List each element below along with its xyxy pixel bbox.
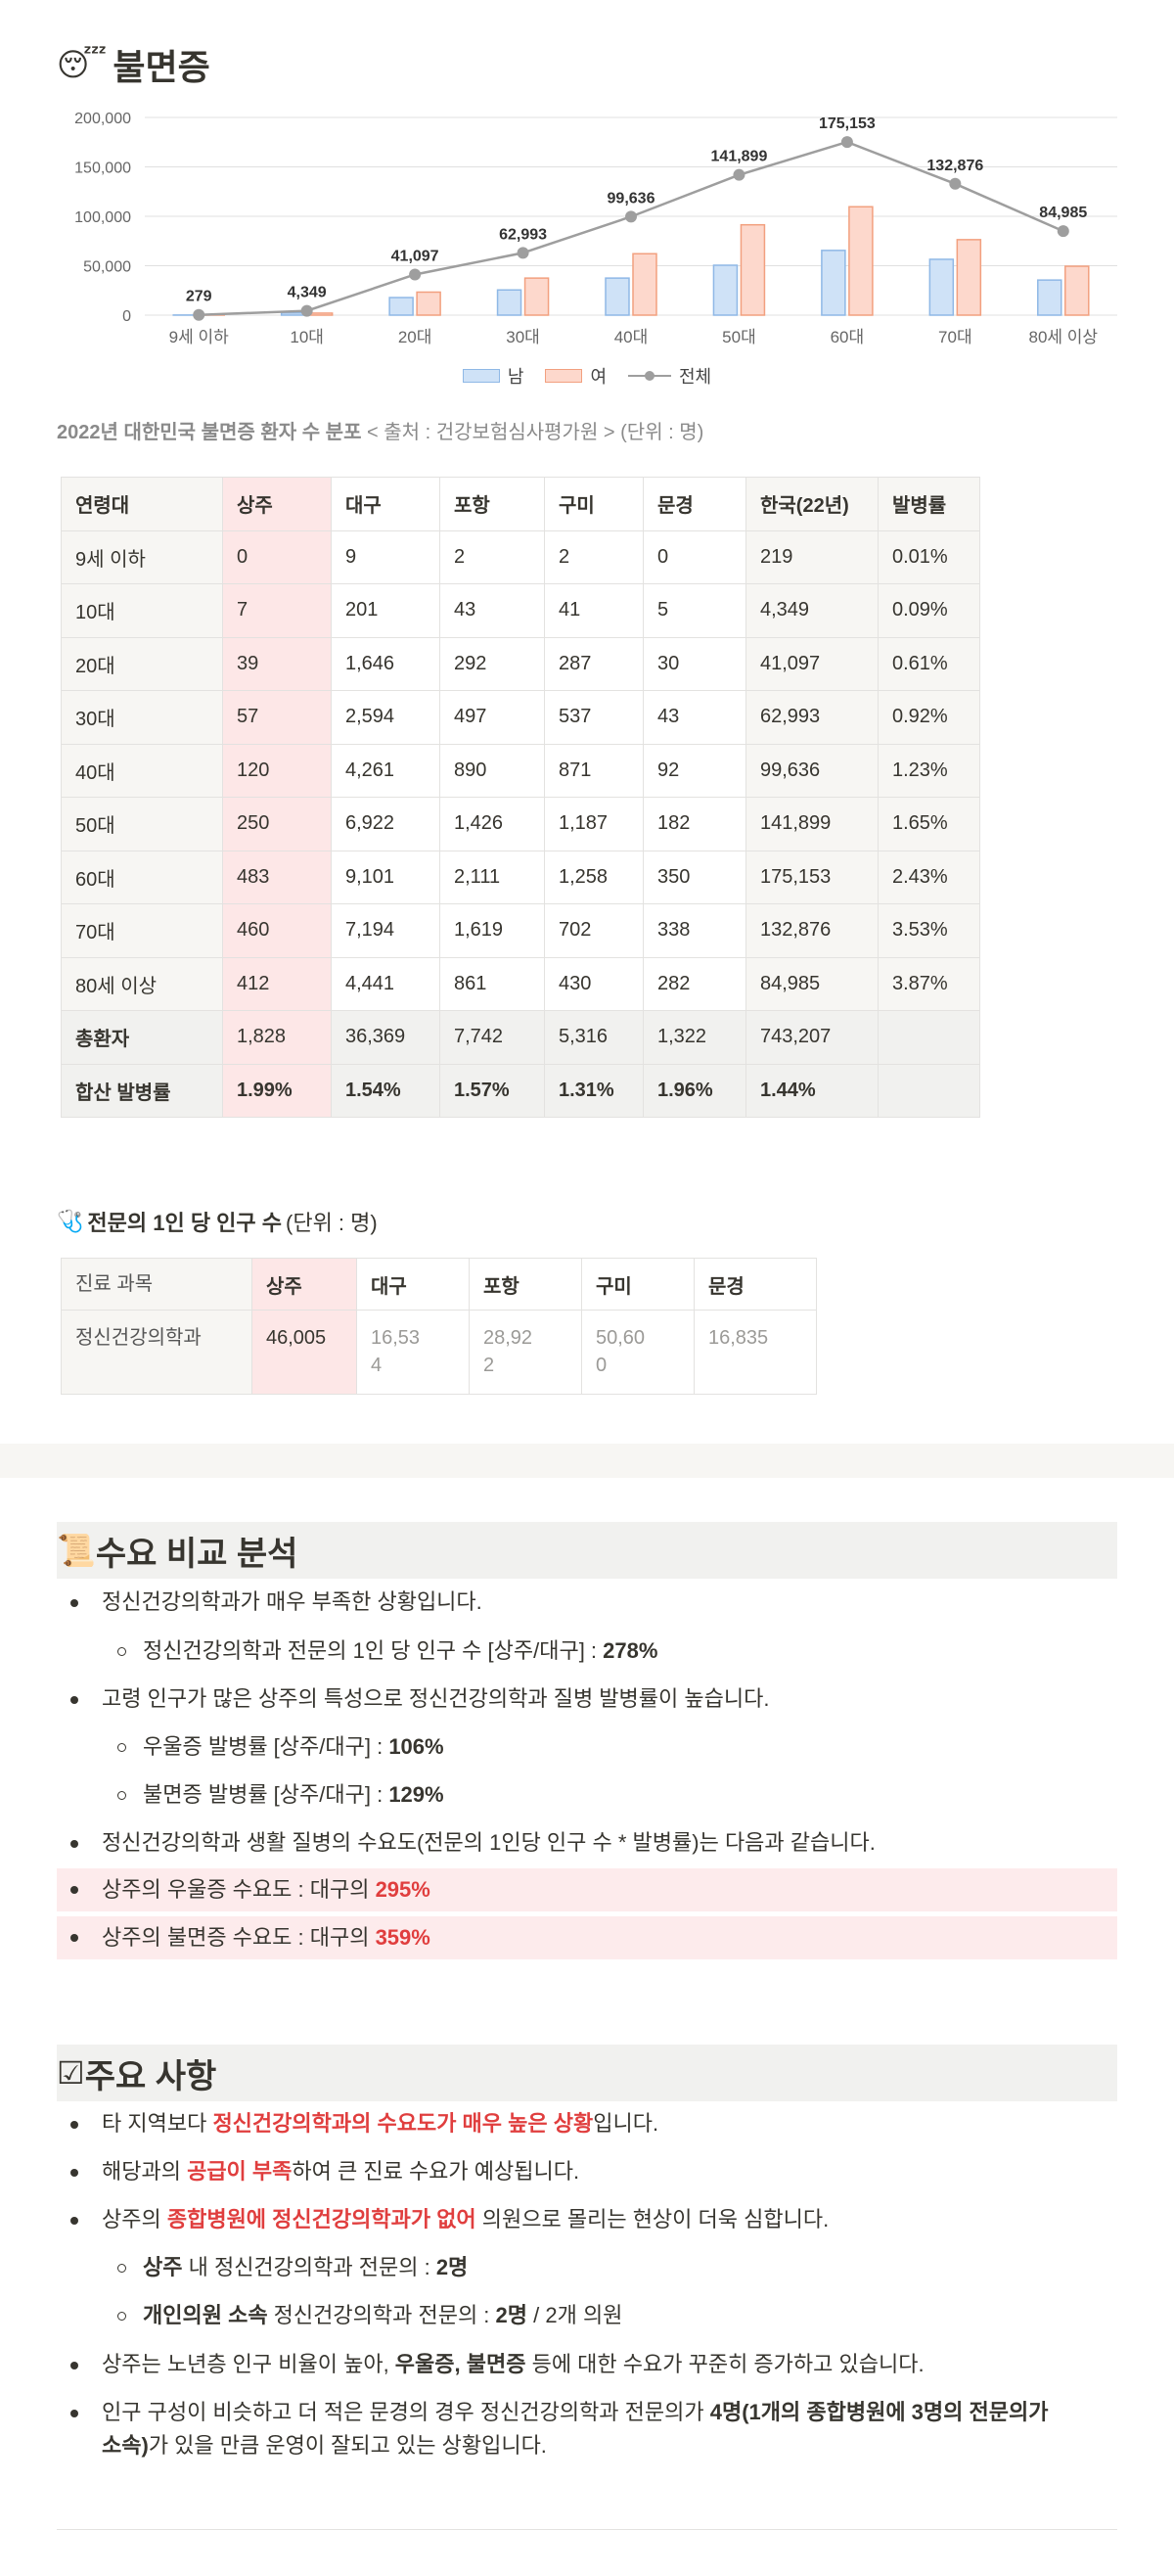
highlight-item-insomnia: 상주의 불면증 수요도 : 대구의 359%: [57, 1916, 1117, 1959]
sleeping-face-icon: 😴: [57, 46, 108, 83]
point-total: [193, 308, 205, 321]
insomnia-title: 불면증: [113, 47, 210, 87]
x-tick-label: 50대: [722, 328, 756, 346]
bar-male: [712, 264, 739, 316]
chart-legend: 남 여 전체: [0, 363, 1174, 389]
table-rate-row: 합산 발병률 1.99% 1.54% 1.57% 1.31% 1.96% 1.44%: [61, 1063, 980, 1118]
data-label-total: 132,876: [926, 158, 983, 174]
list-item: 정신건강의학과 생활 질병의 수요도(전문의 1인당 인구 수 * 발병률)는 …: [57, 1826, 1117, 1860]
bar-female: [416, 291, 441, 316]
list-item: 타 지역보다 정신건강의학과의 수요도가 매우 높은 상황입니다.: [57, 2107, 1117, 2140]
x-tick-label: 10대: [290, 328, 324, 346]
list-item: 정신건강의학과가 매우 부족한 상황입니다.: [57, 1586, 1117, 1619]
bar-male: [388, 297, 414, 316]
bar-male: [496, 289, 522, 316]
data-label-total: 99,636: [608, 190, 655, 207]
bar-male: [280, 311, 306, 316]
list-item: 고령 인구가 많은 상주의 특성으로 정신건강의학과 질병 발병률이 높습니다.: [57, 1682, 1117, 1716]
table-row: 70대 460 7,194 1,619 702 338 132,876 3.53%: [61, 903, 980, 958]
list-item: 인구 구성이 비슷하고 더 적은 문경의 경우 정신건강의학과 전문의가 4명(…: [57, 2396, 1117, 2462]
legend-female-swatch: [545, 369, 583, 383]
insomnia-section-header: 😴 불면증: [57, 39, 1117, 90]
bar-female: [632, 253, 657, 316]
table-row: 9세 이하 0 9 2 2 0 219 0.01%: [61, 529, 980, 584]
point-total: [409, 268, 422, 281]
table-header-row: 진료 과목 상주 대구 포항 구미 문경: [61, 1258, 817, 1311]
list-item: 우울증 발병률 [상주/대구] : 106%: [57, 1730, 1117, 1764]
list-item: 해당과의 공급이 부족하여 큰 진료 수요가 예상됩니다.: [57, 2155, 1117, 2188]
demand-analysis-header: 📜 수요 비교 분석: [57, 1522, 1117, 1579]
list-item: 상주 내 정신건강의학과 전문의 : 2명: [57, 2251, 1117, 2284]
table-row: 10대 7 201 43 41 5 4,349 0.09%: [61, 583, 980, 638]
point-total: [733, 168, 745, 181]
bar-male: [1037, 279, 1062, 316]
checkbox-icon: ☑: [57, 2054, 85, 2092]
y-tick-label: 50,000: [83, 259, 131, 276]
specialist-section-header: 🩺 전문의 1인 당 인구 수 (단위 : 명): [57, 1209, 378, 1236]
point-total: [1057, 225, 1069, 238]
table-row: 50대 250 6,922 1,426 1,187 182 141,899 1.65%: [61, 797, 980, 851]
data-label-total: 141,899: [711, 149, 768, 165]
bar-female: [523, 277, 550, 316]
x-tick-label: 40대: [614, 328, 649, 346]
list-item: 개인의원 소속 정신건강의학과 전문의 : 2명 / 2개 의원: [57, 2299, 1117, 2332]
y-tick-label: 0: [122, 308, 131, 325]
data-label-total: 279: [186, 289, 212, 305]
data-label-total: 41,097: [391, 248, 439, 264]
legend-male-swatch: [462, 369, 500, 383]
bottom-divider: [57, 2529, 1117, 2530]
legend-total-line-icon: [628, 371, 671, 381]
insomnia-age-chart: 0 50,000 100,000 150,000 200,000 9세 이하 10대 20대 3…: [74, 111, 1117, 346]
y-tick-label: 200,000: [74, 111, 131, 127]
specialist-table: 진료 과목 상주 대구 포항 구미 문경 정신건강의학과 46,005 16,5…: [61, 1258, 817, 1395]
y-tick-label: 150,000: [74, 161, 131, 177]
point-total: [949, 177, 962, 190]
table-row: 20대 39 1,646 292 287 30 41,097 0.61%: [61, 636, 980, 691]
list-item: 상주의 종합병원에 정신건강의학과가 없어 의원으로 몰리는 현상이 더욱 심합…: [57, 2203, 1117, 2236]
y-tick-label: 100,000: [74, 209, 131, 226]
data-label-total: 84,985: [1039, 205, 1087, 221]
x-tick-label: 30대: [506, 328, 540, 346]
x-tick-label: 20대: [398, 328, 432, 346]
x-tick-label: 80세 이상: [1028, 328, 1098, 346]
list-item: 불면증 발병률 [상주/대구] : 129%: [57, 1778, 1117, 1812]
table-row: 60대 483 9,101 2,111 1,258 350 175,153 2.43%: [61, 850, 980, 904]
scroll-icon: 📜: [57, 1532, 96, 1569]
data-label-total: 4,349: [288, 285, 327, 301]
data-label-total: 175,153: [819, 115, 876, 132]
bar-male: [605, 277, 630, 316]
section-divider-band: [0, 1444, 1174, 1478]
point-total: [300, 304, 313, 317]
x-tick-label: 70대: [938, 328, 972, 346]
legend-male: 남: [462, 363, 523, 389]
bar-female: [956, 239, 982, 316]
table-row: 40대 120 4,261 890 871 92 99,636 1.23%: [61, 743, 980, 798]
point-total: [517, 247, 529, 259]
data-label-total: 62,993: [499, 226, 547, 243]
bar-female: [848, 206, 874, 316]
bar-female: [1064, 265, 1090, 316]
legend-total: 전체: [628, 363, 711, 389]
list-item: 상주는 노년층 인구 비율이 높아, 우울증, 불면증 등에 대한 수요가 꾸준…: [57, 2348, 1117, 2381]
bar-female: [307, 312, 334, 316]
x-tick-label: 60대: [831, 328, 865, 346]
key-points-header: ☑ 주요 사항: [57, 2045, 1117, 2101]
bar-male: [821, 250, 846, 316]
table-total-row: 총환자 1,828 36,369 7,742 5,316 1,322 743,207: [61, 1010, 980, 1065]
x-tick-label: 9세 이하: [169, 328, 229, 346]
table-header-row: 연령대 상주 대구 포항 구미 문경 한국(22년) 발병률: [61, 477, 980, 531]
point-total: [840, 136, 853, 149]
point-total: [625, 210, 637, 223]
bar-male: [928, 258, 955, 316]
table-row: 정신건강의학과 46,005 16,53 4 28,92 2 50,60 0 16,8…: [61, 1310, 817, 1395]
legend-female: 여: [545, 363, 607, 389]
bar-female: [740, 223, 766, 316]
table-row: 30대 57 2,594 497 537 43 62,993 0.92%: [61, 690, 980, 745]
list-item: 정신건강의학과 전문의 1인 당 인구 수 [상주/대구] : 278%: [57, 1634, 1117, 1668]
highlight-item-depression: 상주의 우울증 수요도 : 대구의 295%: [57, 1868, 1117, 1911]
table-row: 80세 이상 412 4,441 861 430 282 84,985 3.87%: [61, 956, 980, 1011]
stethoscope-icon: 🩺: [57, 1209, 84, 1234]
insomnia-patients-table: 연령대 상주 대구 포항 구미 문경 한국(22년) 발병률 9세 이하 0 9 2 2 0 219 0.0…: [61, 477, 980, 1118]
chart-caption: 2022년 대한민국 불면증 환자 수 분포 < 출처 : 건강보험심사평가원 …: [57, 422, 704, 443]
